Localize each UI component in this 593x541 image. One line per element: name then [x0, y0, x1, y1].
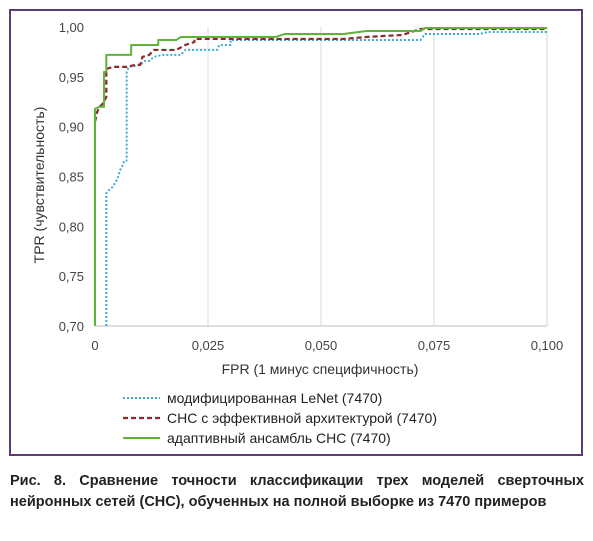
x-tick-label: 0,075 — [418, 338, 451, 353]
x-tick-label: 0,025 — [192, 338, 225, 353]
y-tick-label: 0,85 — [59, 170, 84, 185]
x-tick-label: 0,100 — [531, 338, 564, 353]
y-axis-title: TPR (чувствительность) — [31, 107, 47, 264]
series-line-3 — [94, 27, 547, 326]
legend-label: адаптивный ансамбль СНС (7470) — [167, 430, 391, 446]
x-tick-label: 0,050 — [305, 338, 338, 353]
x-axis-title: FPR (1 минус специфичность) — [222, 361, 419, 377]
axes-layer: 0 0,025 0,050 0,075 0,100 0,70 0,75 0,80 0,85 0,9… — [59, 20, 564, 353]
y-tick-label: 1,00 — [59, 20, 84, 35]
y-tick-label: 0,75 — [59, 269, 84, 284]
series-line-1 — [105, 30, 547, 326]
roc-chart: 0 0,025 0,050 0,075 0,100 0,70 0,75 0,80 0,85 0,9… — [31, 20, 564, 446]
legend-label: модифицированная LeNet (7470) — [167, 390, 382, 406]
legend-label: СНС с эффективной архитектурой (7470) — [167, 410, 437, 426]
y-tick-label: 0,80 — [59, 219, 84, 234]
y-tick-label: 0,95 — [59, 70, 84, 85]
y-tick-label: 0,90 — [59, 120, 84, 135]
series-layer — [93, 27, 547, 326]
x-tick-label: 0 — [91, 338, 98, 353]
y-tick-label: 0,70 — [59, 319, 84, 334]
figure-caption: Рис. 8. Сравнение точности классификации… — [10, 473, 584, 510]
grid-layer — [207, 27, 548, 326]
legend: модифицированная LeNet (7470) СНС с эффек… — [123, 390, 437, 446]
